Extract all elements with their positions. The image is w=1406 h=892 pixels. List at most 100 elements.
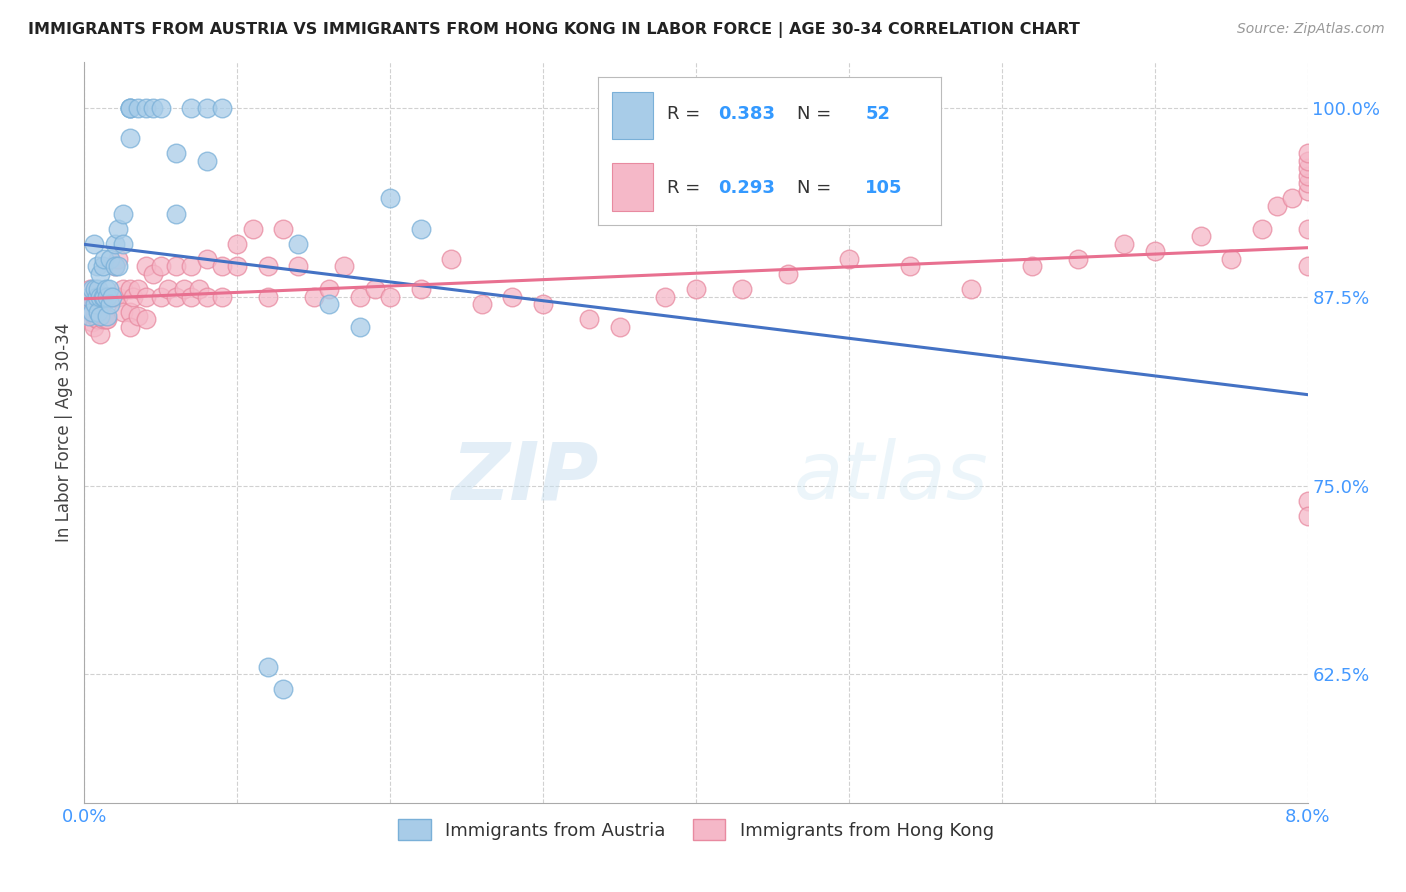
Point	[122, 290, 145, 304]
Point	[83, 319, 105, 334]
Point	[1296, 493, 1319, 508]
Point	[349, 319, 371, 334]
Point	[104, 260, 127, 274]
Text: atlas: atlas	[794, 438, 988, 516]
Point	[83, 236, 105, 251]
Point	[86, 260, 108, 274]
Y-axis label: In Labor Force | Age 30-34: In Labor Force | Age 30-34	[55, 323, 73, 542]
Point	[531, 297, 554, 311]
Point	[149, 290, 172, 304]
Point	[89, 290, 111, 304]
Point	[440, 252, 463, 266]
Point	[96, 310, 118, 324]
Point	[180, 101, 202, 115]
Point	[91, 290, 114, 304]
Point	[97, 290, 120, 304]
Point	[87, 282, 110, 296]
Point	[211, 101, 233, 115]
Point	[89, 290, 111, 304]
Point	[1296, 508, 1319, 523]
Point	[120, 101, 142, 115]
Point	[471, 297, 494, 311]
Point	[94, 282, 117, 296]
Point	[165, 260, 187, 274]
Point	[226, 260, 249, 274]
Point	[257, 660, 280, 674]
Point	[111, 206, 134, 220]
Point	[77, 310, 100, 324]
Point	[211, 290, 233, 304]
Point	[120, 319, 142, 334]
Point	[1296, 161, 1319, 176]
Point	[1265, 199, 1288, 213]
Point	[77, 310, 100, 324]
Point	[94, 312, 117, 326]
Point	[135, 312, 157, 326]
Legend: Immigrants from Austria, Immigrants from Hong Kong: Immigrants from Austria, Immigrants from…	[389, 811, 1002, 849]
Point	[84, 297, 107, 311]
Point	[302, 290, 325, 304]
Point	[80, 304, 103, 318]
Point	[287, 236, 309, 251]
Point	[104, 260, 127, 274]
Point	[89, 310, 111, 324]
Point	[157, 282, 180, 296]
Point	[96, 290, 118, 304]
Point	[77, 290, 100, 304]
Point	[271, 221, 294, 235]
Text: Source: ZipAtlas.com: Source: ZipAtlas.com	[1237, 22, 1385, 37]
Point	[98, 297, 121, 311]
Point	[98, 252, 121, 266]
Text: IMMIGRANTS FROM AUSTRIA VS IMMIGRANTS FROM HONG KONG IN LABOR FORCE | AGE 30-34 : IMMIGRANTS FROM AUSTRIA VS IMMIGRANTS FR…	[28, 22, 1080, 38]
Point	[318, 297, 340, 311]
Point	[104, 290, 127, 304]
Point	[211, 260, 233, 274]
Point	[91, 312, 114, 326]
Point	[93, 290, 115, 304]
Point	[1067, 252, 1090, 266]
Point	[90, 290, 112, 304]
Point	[731, 282, 754, 296]
Point	[120, 304, 142, 318]
Point	[120, 282, 142, 296]
Point	[94, 290, 117, 304]
Point	[80, 282, 103, 296]
Point	[87, 290, 110, 304]
Point	[84, 310, 107, 324]
Point	[173, 282, 195, 296]
Point	[79, 282, 101, 296]
Point	[188, 282, 211, 296]
Point	[86, 290, 108, 304]
Point	[149, 101, 172, 115]
Point	[90, 310, 112, 324]
Point	[257, 290, 280, 304]
Point	[135, 290, 157, 304]
Point	[242, 221, 264, 235]
Point	[165, 146, 187, 161]
Point	[1296, 146, 1319, 161]
Point	[1296, 169, 1319, 183]
Point	[380, 191, 402, 205]
Point	[89, 267, 111, 281]
Point	[101, 290, 124, 304]
Point	[838, 252, 860, 266]
Point	[380, 290, 402, 304]
Point	[1296, 221, 1319, 235]
Point	[287, 260, 309, 274]
Point	[1189, 229, 1212, 244]
Point	[609, 319, 631, 334]
Point	[101, 290, 124, 304]
Point	[960, 282, 983, 296]
Point	[1296, 260, 1319, 274]
Point	[89, 310, 111, 324]
Point	[195, 290, 218, 304]
Point	[107, 290, 129, 304]
Point	[111, 236, 134, 251]
Point	[96, 290, 118, 304]
Point	[87, 312, 110, 326]
Point	[1250, 221, 1272, 235]
Point	[1021, 260, 1043, 274]
Point	[86, 312, 108, 326]
Point	[142, 101, 165, 115]
Point	[1296, 153, 1319, 168]
